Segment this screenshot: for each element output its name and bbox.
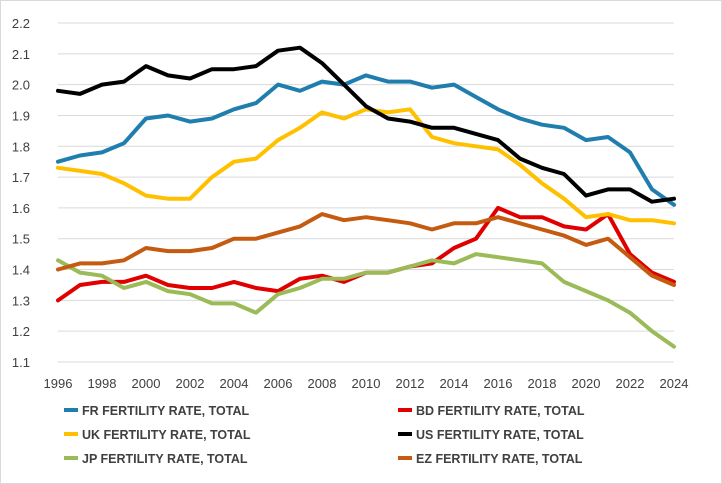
- series-line-bd: [56, 205, 676, 303]
- x-tick-label: 2008: [308, 376, 337, 391]
- series-lines: [56, 45, 676, 349]
- series-line-us: [56, 45, 676, 204]
- y-tick-label: 1.9: [12, 108, 30, 123]
- y-tick-label: 1.6: [12, 201, 30, 216]
- y-tick-label: 1.5: [12, 232, 30, 247]
- x-tick-label: 2020: [572, 376, 601, 391]
- legend-label-us: US FERTILITY RATE, TOTAL: [416, 428, 584, 442]
- x-tick-label: 2002: [176, 376, 205, 391]
- y-tick-label: 2.2: [12, 16, 30, 31]
- x-tick-label: 2016: [484, 376, 513, 391]
- y-tick-label: 1.8: [12, 139, 30, 154]
- x-tick-label: 2010: [352, 376, 381, 391]
- x-tick-label: 2004: [220, 376, 249, 391]
- axes: 1.1 1.2 1.3 1.4 1.5 1.6 1.7 1.8 1.9 2.0 2.1 2.2 1996…: [12, 16, 689, 391]
- x-tick-label: 2024: [660, 376, 689, 391]
- y-tick-label: 1.3: [12, 293, 30, 308]
- legend-label-uk: UK FERTILITY RATE, TOTAL: [82, 428, 251, 442]
- x-tick-label: 2006: [264, 376, 293, 391]
- x-tick-label: 2012: [396, 376, 425, 391]
- legend-label-ez: EZ FERTILITY RATE, TOTAL: [416, 452, 583, 466]
- x-tick-label: 1998: [88, 376, 117, 391]
- legend-label-fr: FR FERTILITY RATE, TOTAL: [82, 404, 249, 418]
- y-tick-label: 1.2: [12, 324, 30, 339]
- y-tick-label: 2.0: [12, 78, 30, 93]
- x-tick-label: 2000: [132, 376, 161, 391]
- x-tick-label: 2022: [616, 376, 645, 391]
- y-tick-label: 1.4: [12, 263, 30, 278]
- y-tick-label: 1.7: [12, 170, 30, 185]
- series-line-ez: [56, 212, 676, 287]
- x-tick-label: 2018: [528, 376, 557, 391]
- legend: FR FERTILITY RATE, TOTAL BD FERTILITY RAT…: [64, 404, 585, 466]
- series-line-uk: [56, 107, 676, 226]
- x-tick-label: 2014: [440, 376, 469, 391]
- y-tick-label: 2.1: [12, 47, 30, 62]
- legend-label-jp: JP FERTILITY RATE, TOTAL: [82, 452, 248, 466]
- y-tick-label: 1.1: [12, 355, 30, 370]
- x-tick-label: 1996: [44, 376, 73, 391]
- series-line-fr: [56, 73, 676, 207]
- legend-label-bd: BD FERTILITY RATE, TOTAL: [416, 404, 585, 418]
- series-line-jp: [56, 252, 676, 349]
